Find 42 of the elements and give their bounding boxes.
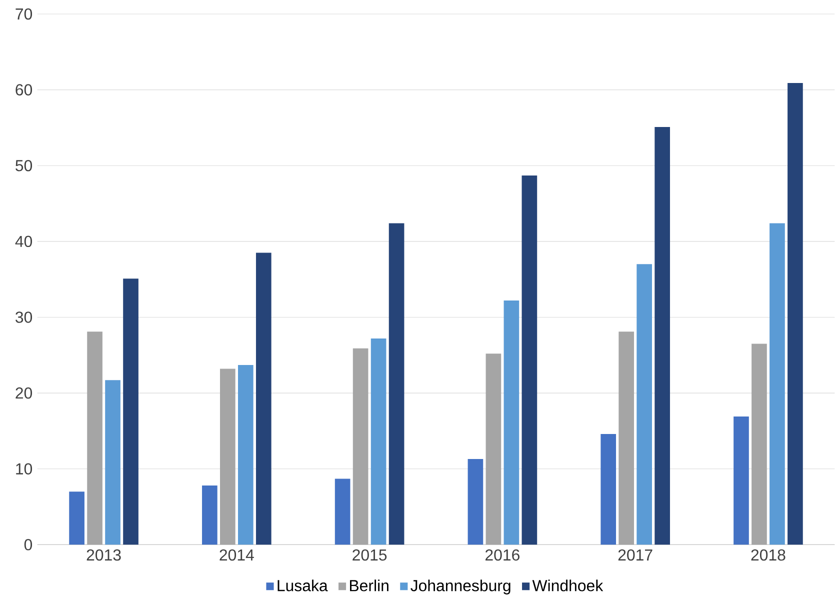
bar — [654, 126, 670, 545]
x-tick-label: 2014 — [220, 549, 254, 561]
bar — [352, 348, 368, 545]
bar — [734, 416, 749, 545]
legend-label: Windhoek — [532, 580, 604, 592]
legend-label: Lusaka — [278, 580, 328, 592]
x-tick-label: 2015 — [352, 549, 387, 561]
bar — [87, 332, 102, 545]
bar — [770, 223, 785, 545]
bar — [388, 223, 404, 545]
bar — [123, 278, 138, 545]
bar — [788, 82, 803, 545]
bar — [220, 368, 236, 545]
bar — [600, 434, 616, 545]
bar — [238, 365, 254, 545]
y-tick-label: 10 — [16, 463, 32, 474]
x-tick-label: 2016 — [486, 549, 520, 561]
bar — [468, 459, 484, 545]
y-tick-label: 60 — [16, 84, 32, 96]
bar — [334, 478, 350, 545]
legend-label: Johannesburg — [410, 580, 510, 594]
y-tick-label: 40 — [15, 236, 32, 248]
y-tick-label: 30 — [16, 312, 32, 323]
y-tick-label: 20 — [16, 387, 32, 399]
y-tick-label: 0 — [24, 539, 32, 550]
bar — [486, 354, 502, 545]
bar — [618, 332, 634, 545]
bar — [256, 252, 272, 545]
x-tick-label: 2013 — [86, 549, 121, 561]
x-tick-label: 2018 — [751, 549, 786, 561]
bar — [202, 486, 218, 545]
legend-label: Berlin — [350, 580, 388, 592]
y-tick-label: 50 — [16, 160, 32, 172]
bar — [636, 264, 652, 545]
x-tick-label: 2017 — [618, 549, 652, 561]
bar — [69, 492, 84, 545]
bar — [105, 380, 120, 545]
y-tick-label: 70 — [16, 8, 32, 20]
bar — [522, 175, 538, 545]
bar — [370, 338, 386, 545]
bar — [504, 300, 520, 545]
bar — [752, 344, 767, 545]
